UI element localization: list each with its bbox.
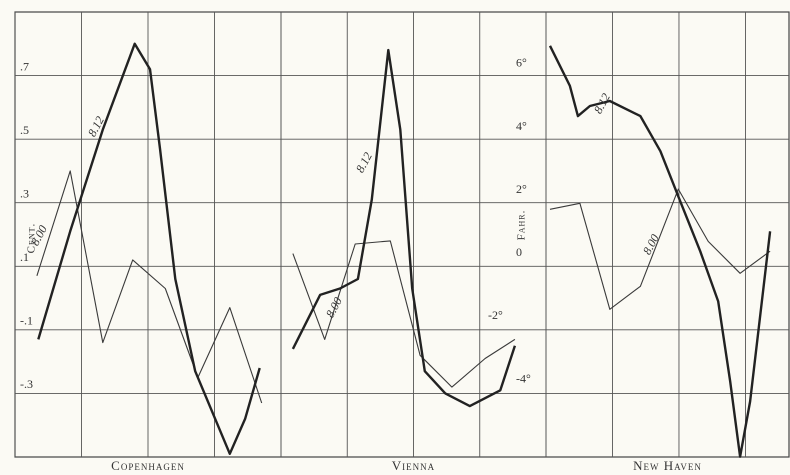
y-tick-label: -4°	[516, 371, 531, 385]
y-tick-label: -2°	[488, 308, 503, 322]
panel-title: New Haven	[633, 458, 702, 473]
y-tick-label: -.3	[20, 377, 33, 391]
y-tick-label: .1	[20, 250, 29, 264]
series-line	[549, 188, 771, 310]
y-tick-label: .5	[20, 123, 29, 137]
y-tick-label: 0	[516, 245, 522, 259]
series-line	[36, 170, 263, 404]
series-line	[37, 42, 261, 455]
series-label: 8.12	[353, 150, 375, 175]
y-tick-label: 2°	[516, 182, 527, 196]
y-tick-label: -.1	[20, 314, 33, 328]
series-label: 8.12	[591, 91, 613, 116]
panel-title: Vienna	[392, 458, 435, 473]
series-line	[291, 48, 517, 408]
panel-title: Copenhagen	[111, 458, 185, 473]
series-line	[292, 240, 516, 388]
series-line	[548, 45, 772, 458]
y-axis-label: Fahr.	[516, 210, 528, 241]
y-axis-label: Cent.	[26, 223, 38, 254]
y-tick-label: .3	[20, 186, 29, 200]
series-label: 8.12	[85, 114, 107, 139]
y-tick-label: .7	[20, 59, 29, 73]
frame	[14, 11, 790, 458]
series-label: 8.00	[640, 232, 662, 257]
y-tick-label: 4°	[516, 119, 527, 133]
y-tick-label: 6°	[516, 56, 527, 70]
series-label: 8.00	[323, 295, 345, 320]
